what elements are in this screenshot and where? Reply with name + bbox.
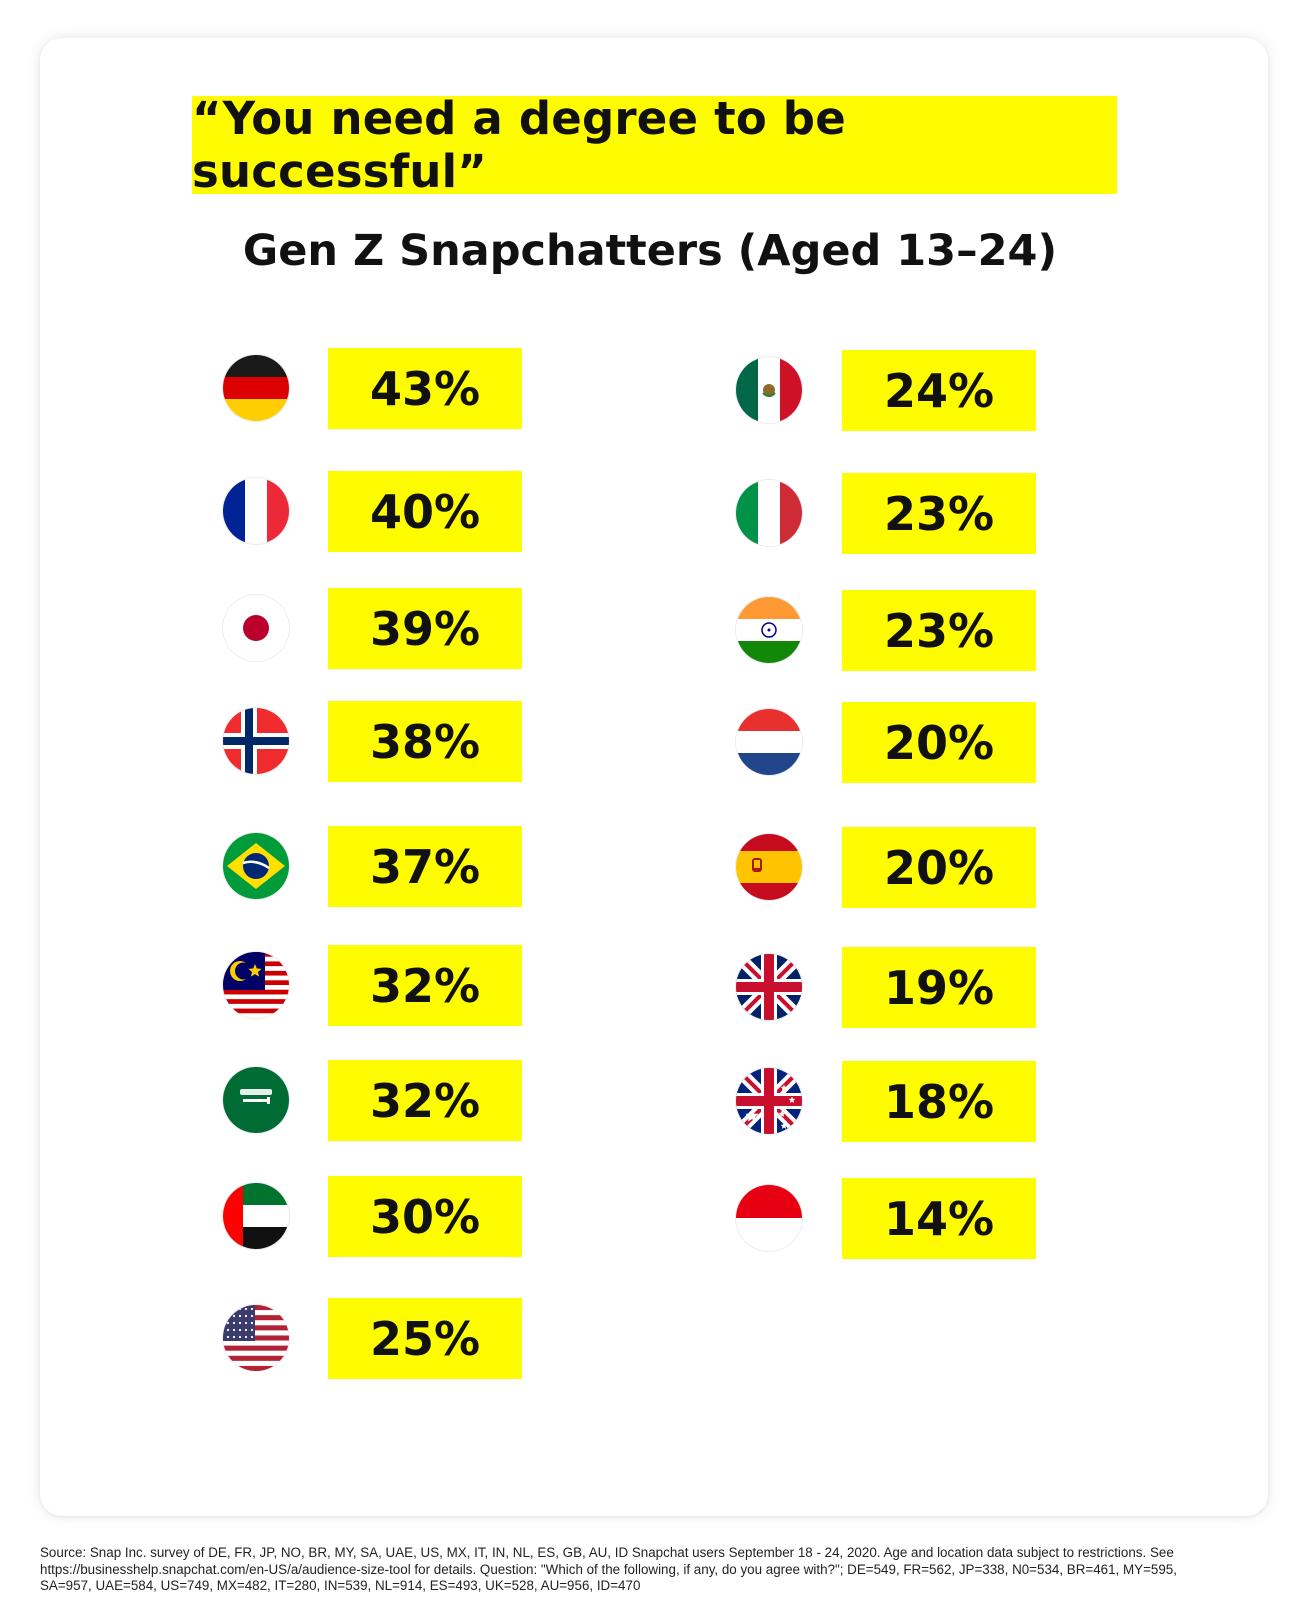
percentage-label: 40% [328,471,522,552]
india-flag-icon [736,597,802,663]
card [40,38,1268,1516]
percentage-label: 25% [328,1298,522,1379]
netherlands-flag-icon [736,709,802,775]
germany-flag-icon [223,355,289,421]
source-line: Source: Snap Inc. survey of DE, FR, JP, … [40,1545,1174,1560]
usa-flag-icon [223,1305,289,1371]
indonesia-flag-icon [736,1185,802,1251]
percentage-label: 38% [328,701,522,782]
malaysia-flag-icon [223,952,289,1018]
percentage-label: 23% [842,473,1036,554]
uk-flag-icon [736,954,802,1020]
percentage-label: 20% [842,702,1036,783]
source-line: https://businesshelp.snapchat.com/en-US/… [40,1561,1177,1577]
italy-flag-icon [736,480,802,546]
norway-flag-icon [223,708,289,774]
subtitle: Gen Z Snapchatters (Aged 13–24) [242,226,1058,276]
saudi-arabia-flag-icon [223,1067,289,1133]
japan-flag-icon [223,595,289,661]
percentage-label: 37% [328,826,522,907]
source-note: Source: Snap Inc. survey of DE, FR, JP, … [40,1545,1265,1595]
uae-flag-icon [223,1183,289,1249]
headline-text: “You need a degree to be successful” [192,92,846,198]
headline-banner: “You need a degree to be successful” [192,92,1117,198]
percentage-label: 32% [328,945,522,1026]
brazil-flag-icon [223,833,289,899]
spain-flag-icon [736,834,802,900]
source-line: SA=957, UAE=584, US=749, MX=482, IT=280,… [40,1578,641,1593]
percentage-label: 39% [328,588,522,669]
percentage-label: 19% [842,947,1036,1028]
france-flag-icon [223,478,289,544]
percentage-label: 14% [842,1178,1036,1259]
percentage-label: 24% [842,350,1036,431]
percentage-label: 20% [842,827,1036,908]
mexico-flag-icon [736,357,802,423]
australia-flag-icon [736,1068,802,1134]
percentage-label: 30% [328,1176,522,1257]
percentage-label: 18% [842,1061,1036,1142]
percentage-label: 32% [328,1060,522,1141]
percentage-label: 43% [328,348,522,429]
percentage-label: 23% [842,590,1036,671]
